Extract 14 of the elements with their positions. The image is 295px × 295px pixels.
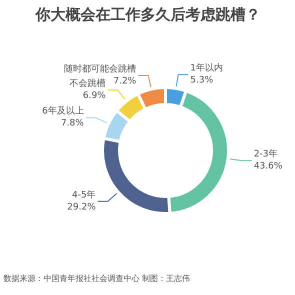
slice-label: 2-3年 — [254, 148, 278, 160]
data-label: 43.6% — [254, 162, 283, 172]
data-label: 5.3% — [190, 76, 214, 86]
slice-label: 1年以内 — [190, 62, 223, 74]
chart-title: 你大概会在工作多久后考虑跳槽？ — [34, 6, 260, 24]
slice-label: 6年及以上 — [42, 106, 84, 117]
data-label: 7.2% — [113, 76, 137, 86]
data-label: 7.8% — [60, 118, 84, 129]
source-note: 数据来源：中国青年报社社会调查中心 制图：王志伟 — [4, 274, 190, 283]
data-label: 29.2% — [67, 202, 96, 212]
slice-label: 4-5年 — [72, 189, 96, 200]
slice-label: 随时都可能会跳槽 — [64, 63, 136, 74]
slice-label: 不会跳槽 — [70, 78, 106, 90]
data-label: 6.9% — [82, 91, 106, 102]
